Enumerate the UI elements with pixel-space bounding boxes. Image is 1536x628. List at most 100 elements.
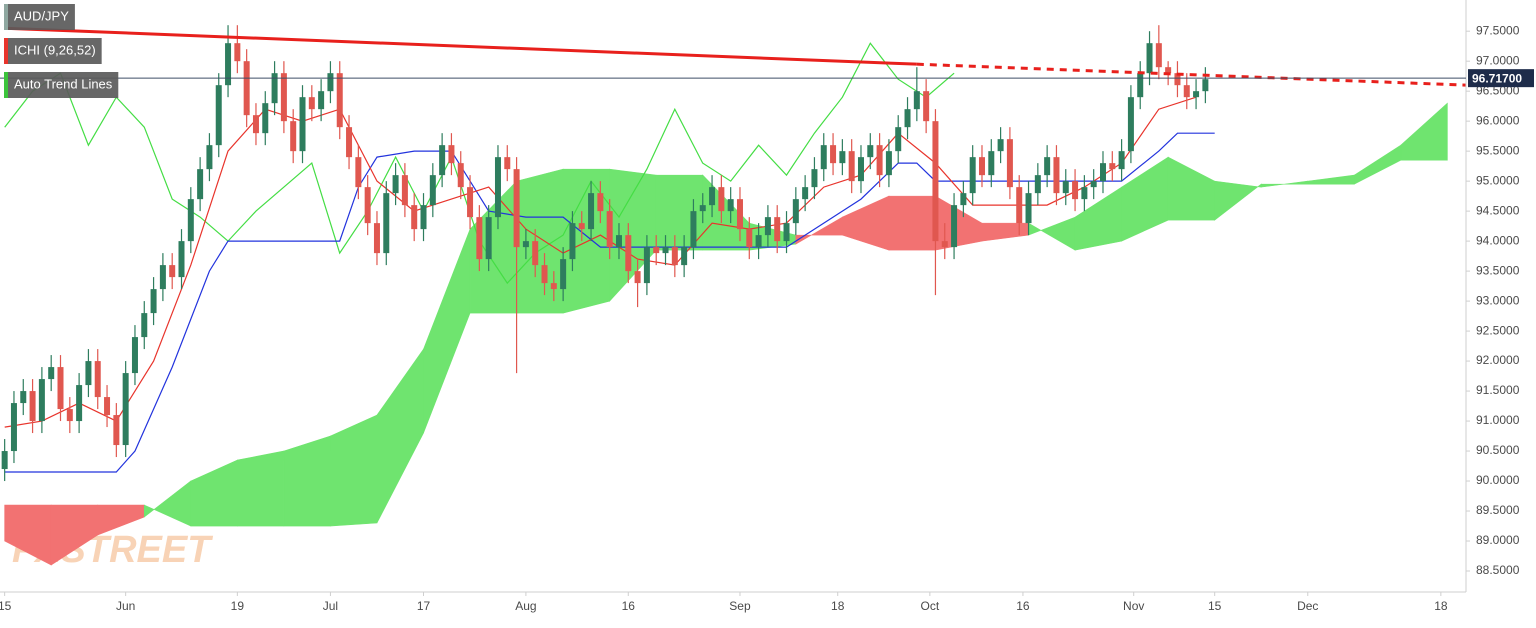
- candle-body: [364, 187, 371, 224]
- cloud-segment: [1121, 156, 1169, 242]
- candle-body: [1044, 157, 1051, 176]
- candle-body: [131, 337, 138, 374]
- candle-body: [262, 103, 269, 134]
- cloud-segment: [888, 195, 936, 251]
- candle-body: [57, 367, 64, 410]
- panel-stripe: [4, 38, 8, 64]
- price-label: 96.71700: [1472, 71, 1522, 85]
- candle-body: [141, 313, 148, 338]
- panel-stripe: [4, 4, 8, 30]
- candle-body: [569, 223, 576, 260]
- y-tick-label: 90.0000: [1476, 473, 1520, 487]
- x-tick-label: Jul: [323, 599, 338, 613]
- panel-label: Auto Trend Lines: [14, 76, 113, 91]
- candle-body: [20, 391, 27, 404]
- candle-body: [1053, 157, 1060, 194]
- candle-body: [1081, 187, 1088, 200]
- candle-body: [662, 247, 669, 254]
- candle-body: [420, 205, 427, 230]
- candle-body: [513, 169, 520, 248]
- cloud-segment: [237, 450, 285, 527]
- y-tick-label: 97.0000: [1476, 53, 1520, 67]
- candle-body: [811, 169, 818, 188]
- y-tick-label: 89.5000: [1476, 503, 1520, 517]
- candle-body: [690, 211, 697, 248]
- candle-body: [225, 43, 232, 86]
- x-tick-label: Aug: [515, 599, 536, 613]
- candle-body: [122, 373, 129, 446]
- candle-body: [215, 85, 222, 146]
- y-tick-label: 90.5000: [1476, 443, 1520, 457]
- candle-body: [38, 379, 45, 422]
- candle-body: [85, 361, 92, 386]
- candle-body: [997, 139, 1004, 152]
- panel-box: [4, 38, 102, 64]
- candle-body: [988, 151, 995, 176]
- cloud-segment: [143, 480, 192, 527]
- plot-area: [1, 25, 1466, 566]
- candle-body: [746, 229, 753, 248]
- x-tick-label: Oct: [921, 599, 940, 613]
- candle-body: [560, 259, 567, 290]
- candle-body: [606, 211, 613, 248]
- price-label-box: [1468, 69, 1534, 88]
- candle-body: [411, 205, 418, 230]
- candle-body: [699, 205, 706, 212]
- candle-body: [550, 283, 557, 290]
- candle-body: [159, 265, 166, 290]
- x-tick-label: 15: [0, 599, 12, 613]
- y-tick-label: 94.5000: [1476, 203, 1520, 217]
- candle-body: [48, 367, 55, 380]
- y-tick-label: 92.5000: [1476, 323, 1520, 337]
- candle-body: [178, 241, 185, 278]
- candle-body: [439, 145, 446, 176]
- candle-body: [885, 151, 892, 176]
- candle-body: [718, 187, 725, 212]
- candle-body: [1025, 193, 1032, 224]
- candle-body: [1127, 97, 1134, 152]
- candle-body: [1155, 43, 1162, 68]
- candle-body: [588, 193, 595, 230]
- y-tick-label: 96.0000: [1476, 113, 1520, 127]
- x-tick-label: 17: [417, 599, 431, 613]
- x-tick-label: Dec: [1297, 599, 1318, 613]
- cloud-segment: [1400, 102, 1448, 161]
- candle-body: [169, 265, 176, 278]
- cloud-segment: [1214, 180, 1262, 221]
- candle-body: [383, 193, 390, 254]
- candle-body: [969, 157, 976, 194]
- y-tick-label: 88.5000: [1476, 563, 1520, 577]
- x-tick-label: 18: [1434, 599, 1448, 613]
- y-tick-label: 89.0000: [1476, 533, 1520, 547]
- x-tick-label: 18: [831, 599, 845, 613]
- candle-body: [104, 397, 111, 416]
- cloud-segment: [1028, 216, 1076, 251]
- x-tick-label: 15: [1208, 599, 1222, 613]
- candle-body: [1099, 163, 1106, 182]
- candle-body: [1137, 73, 1144, 98]
- candle-body: [764, 217, 771, 236]
- candle-body: [867, 145, 874, 158]
- candle-body: [857, 157, 864, 182]
- candle-body: [830, 145, 837, 164]
- cloud-segment: [1307, 174, 1355, 185]
- candle-body: [978, 157, 985, 176]
- candle-body: [392, 175, 399, 194]
- candle-body: [373, 223, 380, 254]
- cloud-segment: [795, 216, 843, 245]
- cloud-segment: [981, 222, 1029, 242]
- candle-body: [485, 217, 492, 260]
- panel-label: ICHI (9,26,52): [14, 42, 96, 57]
- candle-body: [1090, 181, 1097, 188]
- candle-body: [318, 91, 325, 110]
- candle-body: [1174, 73, 1181, 86]
- candle-body: [923, 91, 930, 122]
- overlay: 88.5000 89.0000 89.5000 90.0000 90.5000 91.00…: [0, 0, 1534, 613]
- candle-body: [1072, 181, 1079, 200]
- candle-body: [783, 223, 790, 242]
- panel-box: [4, 72, 119, 98]
- candle-body: [336, 73, 343, 128]
- candle-body: [1146, 43, 1153, 74]
- candle-body: [299, 97, 306, 152]
